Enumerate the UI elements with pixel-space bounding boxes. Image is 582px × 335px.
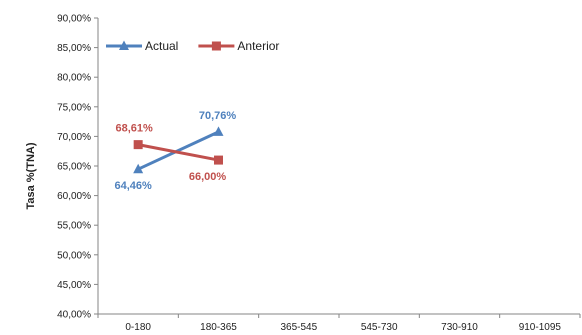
y-tick-label: 90,00% [57, 14, 91, 25]
data-label: 64,46% [115, 180, 153, 192]
series-actual: 64,46% 70,76% [115, 110, 237, 192]
y-tick-label: 85,00% [57, 43, 91, 54]
y-tick-label: 45,00% [57, 280, 91, 291]
series-line [137, 143, 219, 162]
square-marker [214, 155, 223, 165]
x-tick-label: 545-730 [361, 322, 398, 333]
triangle-marker [119, 40, 129, 50]
triangle-marker [213, 126, 224, 136]
series-line [137, 130, 220, 171]
triangle-marker [133, 163, 144, 174]
data-label: 68,61% [116, 123, 154, 135]
y-tick-label: 55,00% [57, 221, 91, 232]
y-tick-label: 70,00% [57, 132, 91, 143]
series-layer: 64,46% 70,76% 68,61% 66,00% [115, 110, 237, 192]
y-tick-label: 80,00% [57, 73, 91, 84]
x-tick-label: 730-910 [441, 322, 478, 333]
square-marker [133, 140, 143, 150]
y-axis-label: Tasa %(TNA) [25, 142, 37, 209]
legend-label: Actual [145, 39, 178, 53]
x-tick-label: 0-180 [125, 322, 151, 333]
y-tick-label: 65,00% [57, 162, 91, 173]
y-tick-label: 50,00% [57, 250, 91, 261]
y-axis-ticks: 40,00% 45,00% 50,00% 55,00% 60,00% 65,00% 70,0… [57, 14, 98, 321]
legend-item-actual: Actual [106, 39, 178, 53]
data-label: 66,00% [189, 171, 227, 183]
chart-axes [97, 18, 580, 315]
x-axis-ticks: 0-180 180-365 365-545 545-730 730-910 910-109… [97, 314, 581, 333]
y-tick-label: 60,00% [57, 191, 91, 202]
x-tick-label: 365-545 [280, 322, 317, 333]
legend-label: Anterior [237, 39, 279, 53]
x-tick-label: 180-365 [200, 322, 237, 333]
legend: Actual Anterior [106, 39, 279, 53]
legend-item-anterior: Anterior [198, 39, 279, 53]
y-tick-label: 75,00% [57, 102, 91, 113]
series-anterior: 68,61% 66,00% [116, 123, 227, 183]
y-tick-label: 40,00% [57, 310, 91, 321]
square-marker [211, 41, 221, 51]
x-tick-label: 910-1095 [519, 322, 562, 333]
data-label: 70,76% [199, 110, 237, 122]
